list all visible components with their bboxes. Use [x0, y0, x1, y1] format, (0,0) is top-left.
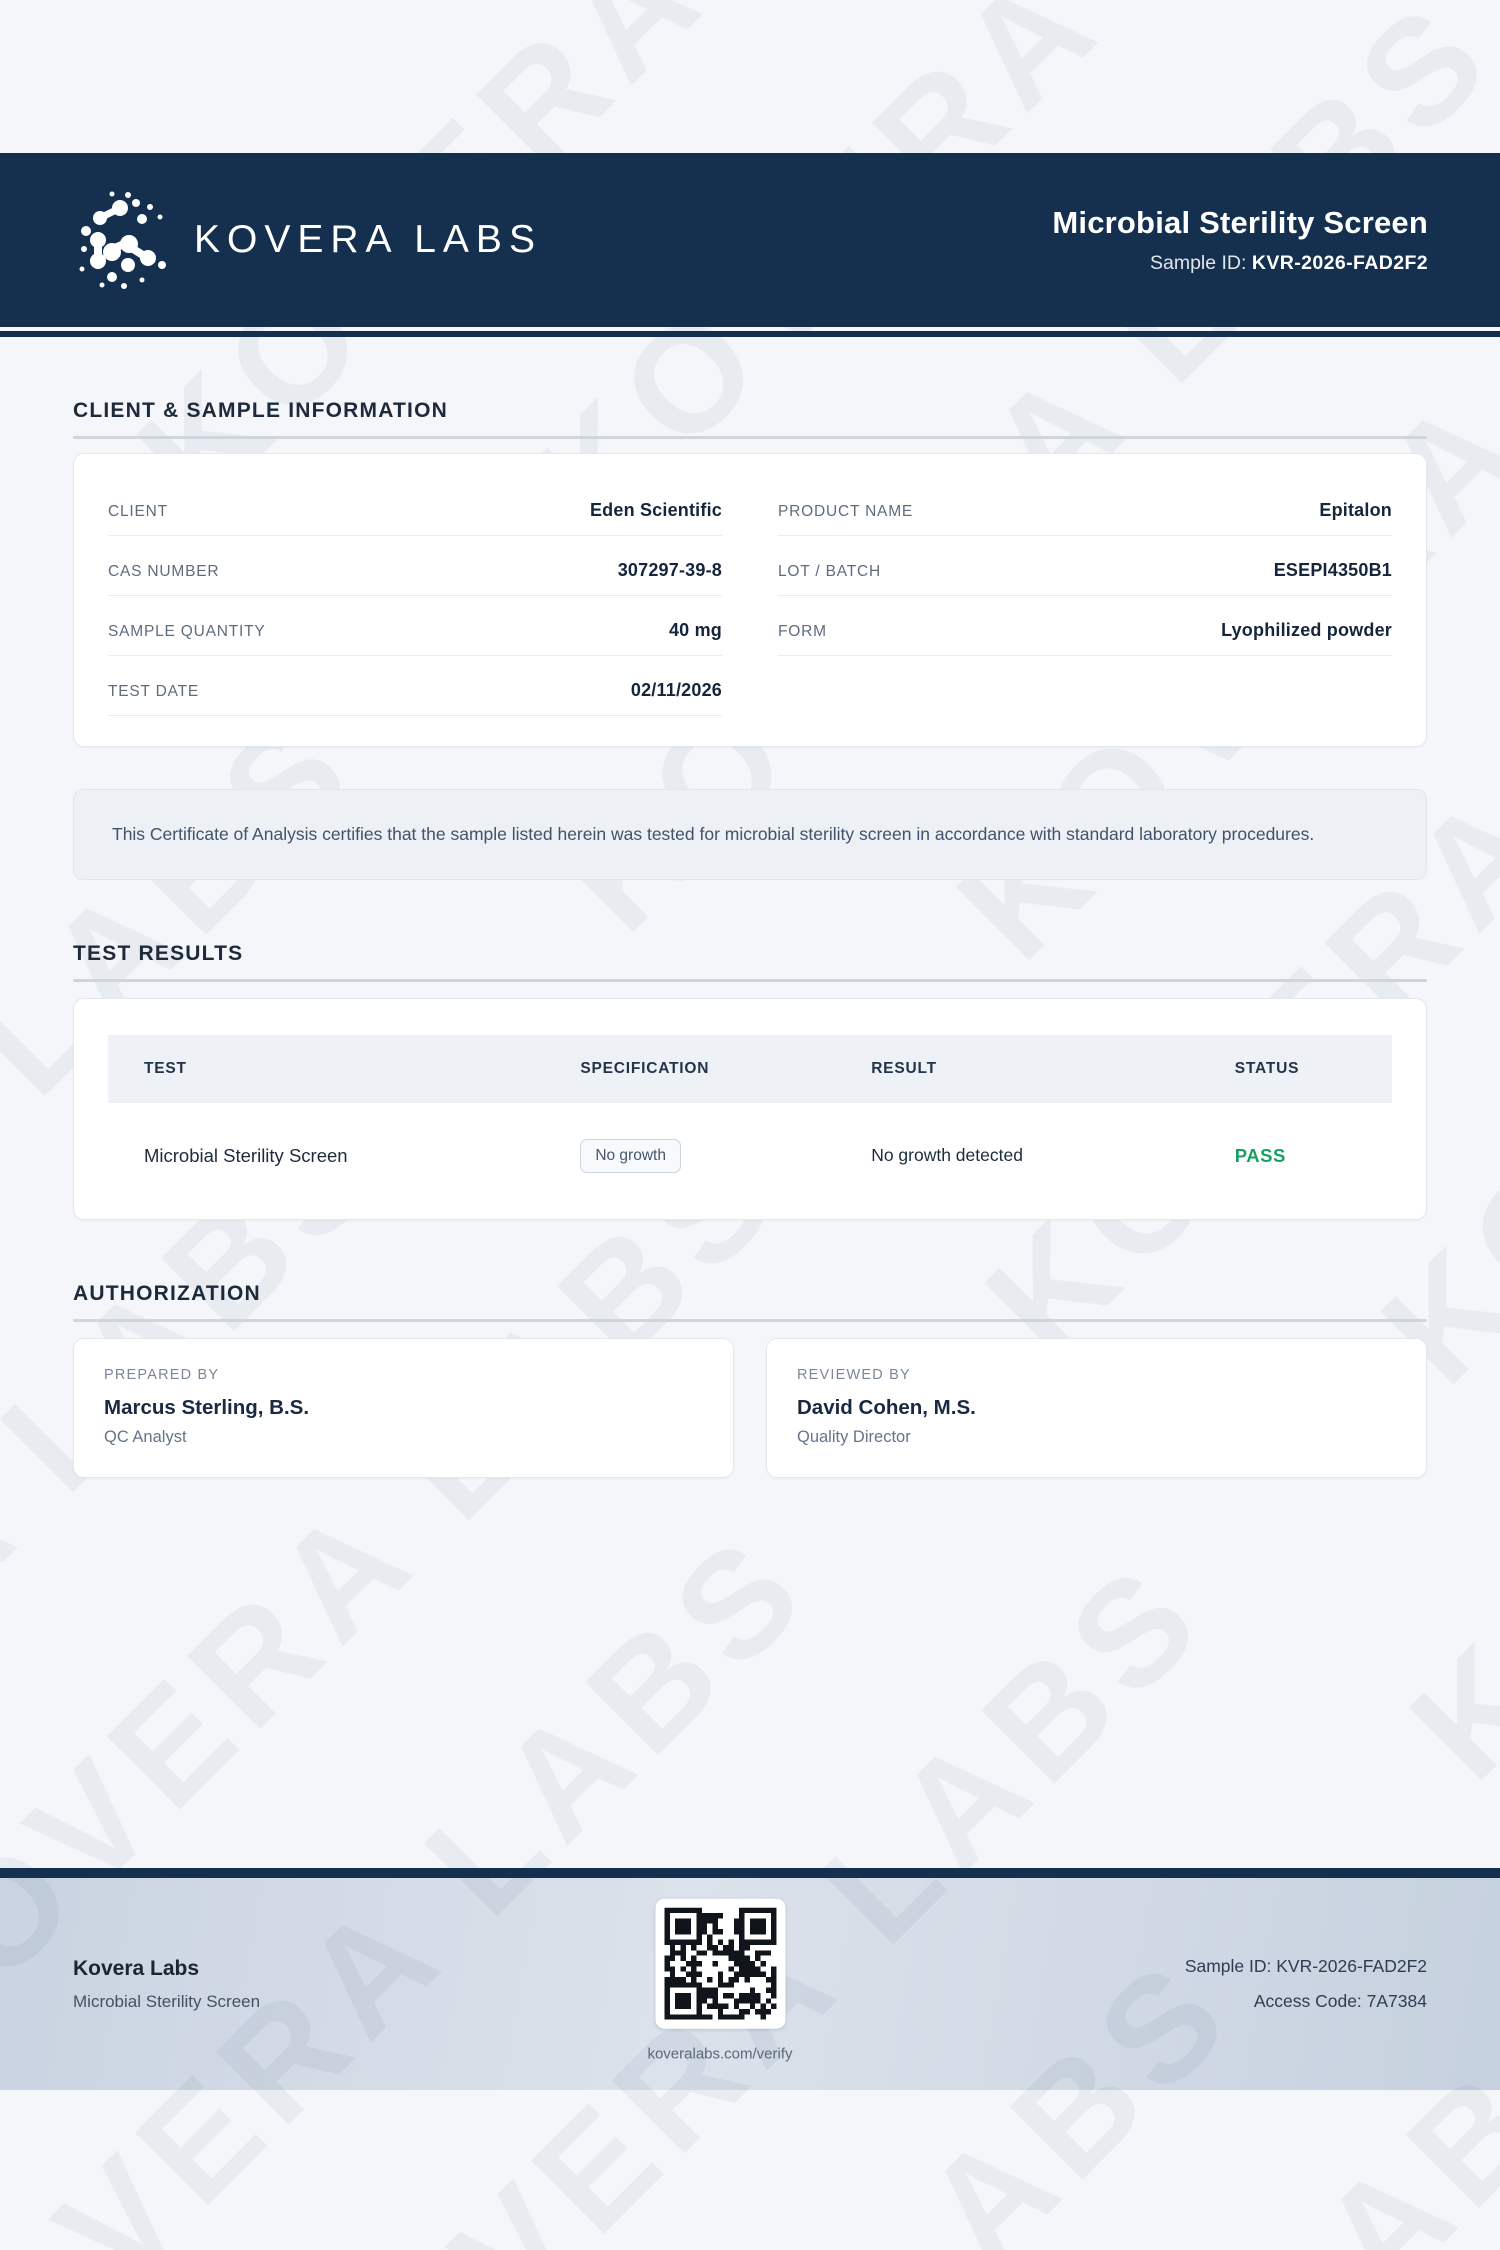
info-label: SAMPLE QUANTITY [108, 623, 266, 640]
header-sample-id: Sample ID: KVR-2026-FAD2F2 [1052, 252, 1428, 275]
client-info-heading: CLIENT & SAMPLE INFORMATION [73, 399, 448, 422]
footer-brand-name: Kovera Labs [73, 1956, 200, 1980]
top-margin [0, 0, 1500, 153]
preparer-title: QC Analyst [104, 1427, 187, 1446]
reviewer-name: David Cohen, M.S. [797, 1395, 976, 1419]
info-row-cas-number: CAS NUMBER 307297-39-8 [108, 536, 722, 596]
client-info-left-column: CLIENT Eden Scientific CAS NUMBER 307297… [108, 476, 722, 716]
report-header: KOVERA LABS Microbial Sterility Screen S… [0, 153, 1500, 327]
client-info-card: CLIENT Eden Scientific CAS NUMBER 307297… [73, 453, 1427, 747]
info-value: 307297-39-8 [617, 560, 722, 580]
info-label: TEST DATE [108, 683, 200, 700]
column-header-specification: SPECIFICATION [580, 1059, 710, 1077]
qr-code [664, 1907, 776, 2020]
header-accent-line [0, 331, 1500, 337]
qr-caption: koveralabs.com/verify [647, 2045, 793, 2063]
info-label: CLIENT [108, 503, 168, 520]
test-results-heading: TEST RESULTS [73, 941, 244, 965]
qr-block: koveralabs.com/verify [647, 1898, 793, 2063]
footer-sample-id: Sample ID: KVR-2026-FAD2F2 [1184, 1956, 1427, 1976]
prepared-by-card: PREPARED BY Marcus Sterling, B.S. QC Ana… [73, 1337, 734, 1478]
footer-brand-block: Kovera Labs Microbial Sterility Screen [73, 1957, 260, 2012]
table-row: Microbial Sterility Screen No growth No … [108, 1103, 1392, 1179]
results-header-row: TEST SPECIFICATION RESULT STATUS [108, 1034, 1392, 1103]
prepared-by-label: PREPARED BY [104, 1366, 220, 1383]
column-header-result: RESULT [871, 1059, 937, 1077]
brand-name: KOVERA LABS [194, 218, 542, 261]
info-row-lot-batch: LOT / BATCH ESEPI4350B1 [778, 536, 1392, 596]
info-label: LOT / BATCH [778, 563, 881, 580]
preparer-name: Marcus Sterling, B.S. [104, 1395, 310, 1419]
sample-id-label: Sample ID: [1149, 252, 1247, 274]
specification-cell: No growth [580, 1138, 871, 1173]
column-header-test: TEST [144, 1059, 187, 1077]
certificate-note: This Certificate of Analysis certifies t… [73, 789, 1427, 880]
info-value: Eden Scientific [589, 500, 722, 520]
specification-badge: No growth [580, 1138, 681, 1173]
info-row-test-date: TEST DATE 02/11/2026 [108, 656, 722, 716]
reviewer-title: Quality Director [797, 1427, 911, 1446]
test-results-rule [73, 978, 1427, 982]
authorization-rule [73, 1318, 1427, 1322]
column-header-status: STATUS [1234, 1059, 1300, 1077]
info-label: FORM [778, 623, 827, 640]
footer-section: Kovera Labs Microbial Sterility Screen k… [0, 1868, 1500, 2090]
info-label: PRODUCT NAME [778, 503, 914, 520]
client-info-right-column: PRODUCT NAME Epitalon LOT / BATCH ESEPI4… [778, 476, 1392, 716]
brand: KOVERA LABS [72, 185, 542, 295]
footer: Kovera Labs Microbial Sterility Screen k… [0, 1878, 1500, 2090]
footer-subtitle: Microbial Sterility Screen [73, 1991, 261, 2011]
info-row-form: FORM Lyophilized powder [778, 596, 1392, 656]
footer-ids-block: Sample ID: KVR-2026-FAD2F2 Access Code: … [1185, 1949, 1427, 2019]
result-cell: No growth detected [871, 1145, 1023, 1166]
client-info-rule [73, 436, 1427, 439]
info-value: Lyophilized powder [1221, 620, 1392, 640]
info-row-sample-quantity: SAMPLE QUANTITY 40 mg [108, 596, 722, 656]
sample-id-value: KVR-2026-FAD2F2 [1251, 252, 1428, 274]
test-results-card: TEST SPECIFICATION RESULT STATUS Microbi… [73, 997, 1427, 1220]
kovera-logo-icon [79, 191, 166, 289]
info-label: CAS NUMBER [108, 563, 220, 580]
footer-accent-bar [0, 1868, 1500, 1878]
status-pass-badge: PASS [1234, 1144, 1286, 1166]
report-title: Microbial Sterility Screen [1052, 205, 1428, 240]
info-value: Epitalon [1319, 500, 1392, 520]
qr-card [655, 1898, 785, 2029]
report-body: CLIENT & SAMPLE INFORMATION CLIENT Eden … [0, 399, 1500, 1478]
info-value: ESEPI4350B1 [1273, 560, 1392, 580]
info-row-client: CLIENT Eden Scientific [108, 476, 722, 536]
reviewed-by-card: REVIEWED BY David Cohen, M.S. Quality Di… [766, 1337, 1427, 1478]
info-row-product-name: PRODUCT NAME Epitalon [778, 476, 1392, 536]
authorization-cards: PREPARED BY Marcus Sterling, B.S. QC Ana… [73, 1337, 1427, 1478]
footer-access-code: Access Code: 7A7384 [1253, 1991, 1427, 2011]
test-name-cell: Microbial Sterility Screen [144, 1144, 348, 1166]
authorization-heading: AUTHORIZATION [73, 1281, 261, 1305]
header-title-block: Microbial Sterility Screen Sample ID: KV… [1052, 205, 1428, 275]
info-value: 02/11/2026 [630, 680, 722, 700]
reviewed-by-label: REVIEWED BY [797, 1366, 911, 1383]
info-value: 40 mg [668, 620, 722, 640]
